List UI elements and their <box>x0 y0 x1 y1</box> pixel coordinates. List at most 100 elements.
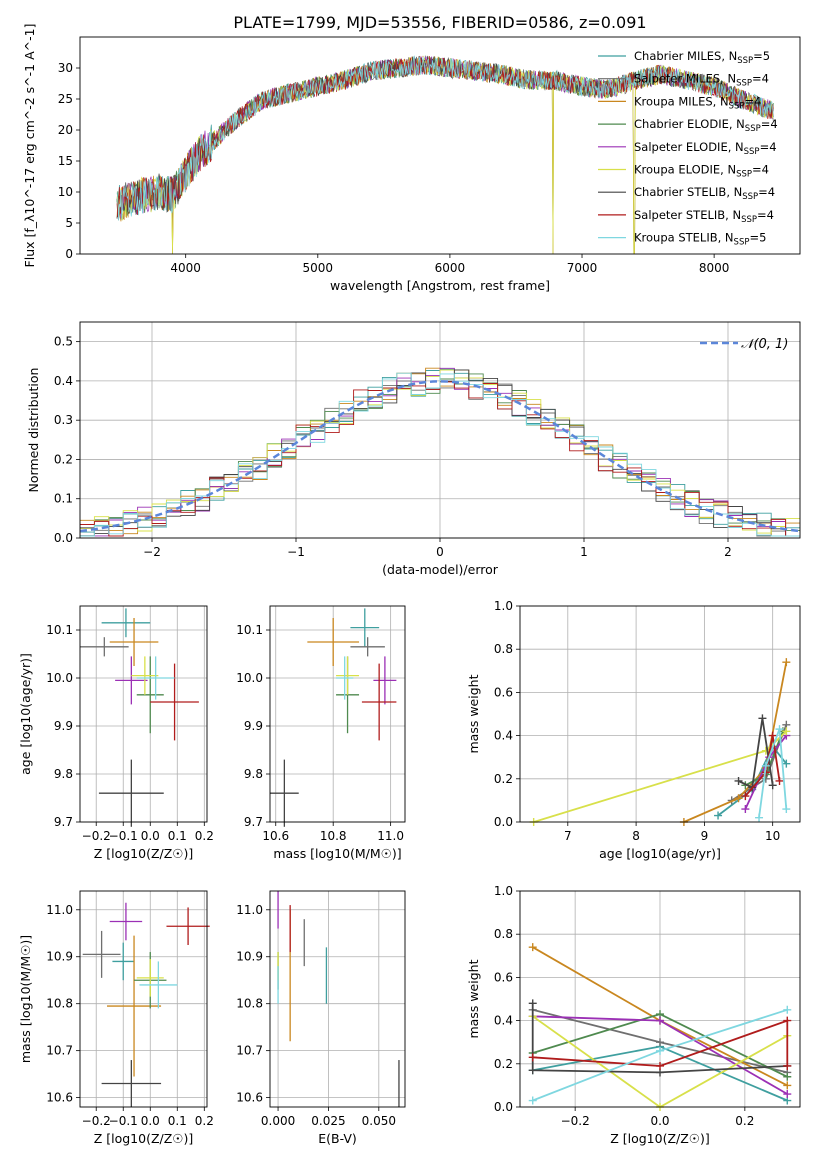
weight-marker <box>761 761 770 770</box>
x-tick-label: −0.2 <box>82 829 111 843</box>
legend-subscript: SSP <box>734 238 750 248</box>
y-tick-label: 9.7 <box>54 815 73 829</box>
legend-subscript: SSP <box>729 101 745 111</box>
chart-residuals: −2 −1 0 1 2 0.0 0.1 0.2 0.3 0.4 0.5 (data-model)/er… <box>26 321 801 577</box>
x-tick-label: 7 <box>564 829 572 843</box>
x-tick-label: −0.1 <box>109 829 138 843</box>
legend-subscript: SSP <box>744 147 760 157</box>
x-tick-label: 0.1 <box>168 829 187 843</box>
y-tick-label: 30 <box>58 61 73 75</box>
chart-mass_vs_EBV: 0.000 0.025 0.050 10.6 10.7 10.8 10.9 11.0 E(B-V… <box>236 890 406 1146</box>
legend-subscript: SSP <box>742 192 758 202</box>
weight-line-7 <box>532 1019 789 1067</box>
weight-marker <box>741 805 750 814</box>
axes-frame <box>519 890 801 1108</box>
y-tick-label: 0.0 <box>494 1100 513 1114</box>
y-axis-label: mass [log10(M/M☉)] <box>18 935 33 1063</box>
weight-marker <box>783 1072 792 1081</box>
y-tick-label: 0.4 <box>54 374 73 388</box>
normal-curve <box>79 380 801 533</box>
weight-marker <box>761 746 770 755</box>
y-tick-label: 10 <box>58 185 73 199</box>
weight-line-6 <box>531 1003 788 1074</box>
spectrum-line-5 <box>116 56 774 254</box>
y-tick-label: 9.8 <box>54 767 73 781</box>
y-tick-label: 10.7 <box>236 1044 263 1058</box>
x-tick-label: 1 <box>580 545 588 559</box>
x-axis-label: mass [log10(M/M☉)] <box>273 846 401 861</box>
y-axis-label: age [log10(age/yr)] <box>18 653 33 775</box>
weight-marker <box>528 943 537 952</box>
y-tick-label: 5 <box>65 216 73 230</box>
x-tick-label: 0.0 <box>141 1114 160 1128</box>
y-axis-label: Normed distribution <box>26 368 41 493</box>
weight-marker <box>783 1016 792 1025</box>
chart-mass_vs_Z: −0.2−0.1 0.0 0.1 0.2 10.6 10.7 10.8 10.9 11.0 Z [… <box>18 890 214 1146</box>
x-tick-label: 0.0 <box>650 1114 669 1128</box>
y-tick-label: 0.0 <box>54 531 73 545</box>
weight-marker <box>783 1005 792 1014</box>
weight-marker <box>775 725 784 734</box>
y-tick-label: 0.1 <box>54 492 73 506</box>
y-tick-label: 0.8 <box>494 927 513 941</box>
axes-frame <box>269 890 406 1108</box>
legend-count: =4 <box>758 185 775 199</box>
y-tick-label: 11.0 <box>46 903 73 917</box>
x-tick-label: 10.8 <box>320 829 347 843</box>
spectrum-line-8 <box>116 55 774 221</box>
chart-age_vs_Z: −0.2−0.1 0.0 0.1 0.2 9.7 9.8 9.9 10.0 10.1 Z [log… <box>18 605 214 861</box>
y-tick-label: 10.1 <box>236 623 263 637</box>
x-axis-label: age [log10(age/yr)] <box>599 846 721 861</box>
legend-count: =5 <box>753 49 770 63</box>
weight-line-7 <box>744 735 781 797</box>
y-tick-label: 0.2 <box>494 1057 513 1071</box>
x-axis-label: Z [log10(Z/Z☉)] <box>94 846 194 861</box>
x-tick-label: 8 <box>632 829 640 843</box>
weight-marker <box>734 776 743 785</box>
x-tick-label: 11.0 <box>377 829 404 843</box>
x-axis-label: wavelength [Angstrom, rest frame] <box>330 278 550 293</box>
x-axis-label: Z [log10(Z/Z☉)] <box>610 1131 710 1146</box>
weight-line-8 <box>758 728 788 818</box>
weight-marker <box>783 1081 792 1090</box>
legend-label: Chabrier ELODIE, NSSP=4 <box>634 117 778 134</box>
weight-marker <box>714 811 723 820</box>
legend-count: =4 <box>761 117 778 131</box>
y-tick-label: 10.9 <box>236 950 263 964</box>
legend-count: =4 <box>760 140 777 154</box>
legend-label: Salpeter MILES, NSSP=4 <box>634 72 769 89</box>
y-tick-label: 10.1 <box>46 623 73 637</box>
x-tick-label: −1 <box>287 545 305 559</box>
y-tick-label: 10.8 <box>46 997 73 1011</box>
axes-frame <box>519 605 801 823</box>
legend-subscript: SSP <box>736 79 752 89</box>
x-axis-label: Z [log10(Z/Z☉)] <box>94 1131 194 1146</box>
weight-marker <box>782 759 791 768</box>
weight-marker <box>783 1090 792 1099</box>
y-tick-label: 1.0 <box>494 884 513 898</box>
y-tick-label: 25 <box>58 92 73 106</box>
legend: Chabrier MILES, NSSP=5 Salpeter MILES, NS… <box>598 49 778 248</box>
x-tick-label: 0.025 <box>311 1114 345 1128</box>
y-tick-label: 0.3 <box>54 413 73 427</box>
legend-count: =4 <box>752 72 769 86</box>
y-tick-label: 0.6 <box>494 685 513 699</box>
weight-marker <box>656 1038 664 1047</box>
y-tick-label: 11.0 <box>236 903 263 917</box>
y-tick-label: 20 <box>58 123 73 137</box>
y-tick-label: 10.0 <box>236 671 263 685</box>
x-axis-label: E(B-V) <box>318 1131 357 1146</box>
x-tick-label: −0.2 <box>82 1114 111 1128</box>
x-tick-label: 0.1 <box>168 1114 187 1128</box>
weight-marker <box>656 1016 664 1025</box>
y-tick-label: 10.6 <box>46 1091 73 1105</box>
y-tick-label: 10.0 <box>46 671 73 685</box>
legend-label: Chabrier STELIB, NSSP=4 <box>634 185 775 202</box>
x-tick-label: 9 <box>701 829 709 843</box>
x-tick-label: 10.6 <box>262 829 289 843</box>
x-tick-label: 0.2 <box>735 1114 754 1128</box>
y-tick-label: 15 <box>58 154 73 168</box>
y-axis-label: mass weight <box>466 959 481 1038</box>
y-axis-label: mass weight <box>466 674 481 753</box>
